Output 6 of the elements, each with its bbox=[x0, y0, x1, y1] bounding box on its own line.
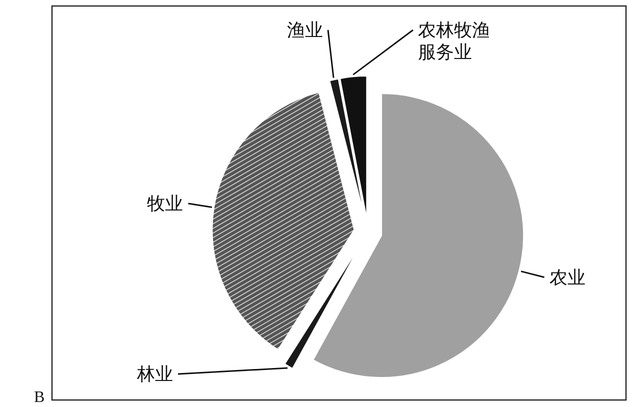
slice-label: 农业 bbox=[549, 267, 586, 288]
text: B bbox=[34, 389, 45, 406]
slice-label: 牧业 bbox=[147, 194, 184, 214]
slice-label: 农林牧渔服务业 bbox=[418, 20, 490, 62]
slice-label: 林业 bbox=[136, 364, 173, 384]
slice-label: 渔业 bbox=[287, 20, 323, 40]
